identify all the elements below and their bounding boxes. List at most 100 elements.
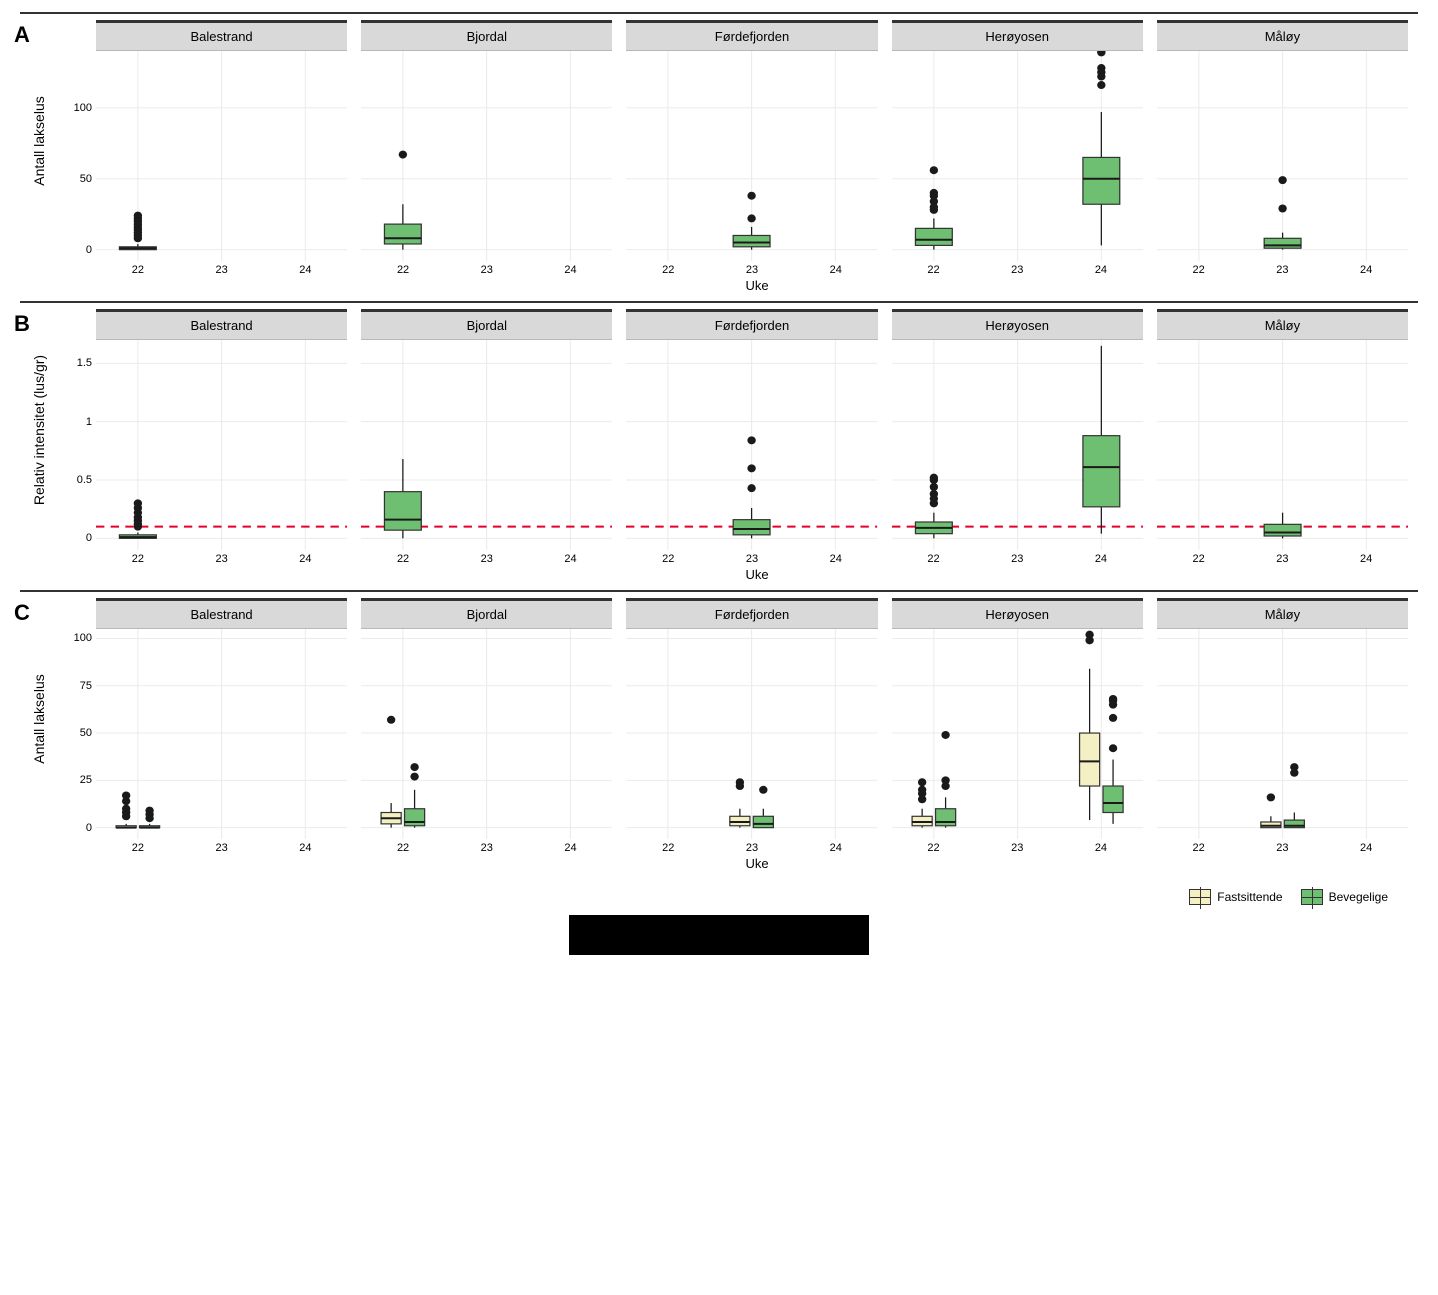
x-tick-label: 22 [397,842,409,854]
x-tick-label: 24 [299,553,311,565]
x-tick-label: 23 [481,553,493,565]
x-tick-label: 24 [564,553,576,565]
facet: Førdefjorden [626,598,877,840]
x-tick-label: 22 [927,842,939,854]
x-axis: 222324 [892,264,1143,276]
y-tick-label: 50 [80,173,92,185]
y-axis-label: Antall lakselus [31,96,47,186]
panel-B: BRelativ intensitet (lus/gr)00.511.5Bale… [20,301,1418,582]
panel-letter: C [14,600,30,626]
legend-swatch [1301,889,1323,905]
plot-area [892,340,1143,550]
x-tick-label: 23 [215,842,227,854]
x-tick-label: 22 [927,553,939,565]
panel-rule [20,301,1418,303]
facet: Måløy [1157,20,1408,262]
x-axis: 22 23 24 [1157,553,1408,565]
plot-area [1157,629,1408,839]
legend-item: Bevegelige [1301,889,1388,905]
x-axis-label: Uke [20,856,1418,871]
facet-strip: Måløy [1157,23,1408,51]
x-axis: 222324 [361,264,612,276]
facet-strip: Førdefjorden [626,601,877,629]
x-tick-label: 22 [132,264,144,276]
legend-swatch [1189,889,1211,905]
x-tick-label: 24 [1095,842,1107,854]
x-tick-label: 22 [662,264,674,276]
facet-strip: Bjordal [361,312,612,340]
facet-strip: Bjordal [361,23,612,51]
x-axis: 222324 [1157,842,1408,854]
x-tick-label: 22 [132,842,144,854]
facet-strip: Førdefjorden [626,23,877,51]
plot-area [96,340,347,550]
x-tick-label: 24 [830,553,842,565]
facet: Bjordal [361,309,612,551]
legend-item: Fastsittende [1189,889,1282,905]
plot-area [626,340,877,550]
x-axis: 222324 [96,842,347,854]
x-axis: 22 23 24 [892,553,1143,565]
facet: Måløy [1157,598,1408,840]
x-tick-label: 24 [830,264,842,276]
x-axis: 222324 [96,264,347,276]
panel-C: CAntall lakselus0255075100BalestrandBjor… [20,590,1418,871]
plot-area [361,629,612,839]
y-tick-label: 1.5 [77,357,92,369]
x-tick-label: 23 [1276,264,1288,276]
x-tick-label: 24 [564,842,576,854]
facet: Bjordal [361,598,612,840]
plot-area [96,629,347,839]
y-tick-label: 0 [86,822,92,834]
panel-letter: A [14,22,30,48]
panel-A: AAntall lakselus050100BalestrandBjordalF… [20,12,1418,293]
x-tick-label: 23 [1276,842,1288,854]
facet: Førdefjorden [626,309,877,551]
x-tick-label: 23 [746,264,758,276]
panel-rule [20,12,1418,14]
y-axis-label: Relativ intensitet (lus/gr) [31,355,47,505]
facet-strip: Førdefjorden [626,312,877,340]
facet-strip: Balestrand [96,312,347,340]
y-axis: 00.511.5 [58,309,96,551]
plot-area [626,629,877,839]
x-tick-label: 24 [1360,264,1372,276]
x-tick-label: 23 [1011,553,1023,565]
x-axis: 222324 [1157,264,1408,276]
facet: Balestrand [96,20,347,262]
x-tick-label: 22 [662,553,674,565]
y-tick-label: 100 [74,102,92,114]
facet: Herøyosen [892,20,1143,262]
x-tick-label: 24 [299,264,311,276]
x-tick-label: 22 [397,264,409,276]
x-tick-label: 23 [1276,553,1288,565]
x-axis: 222324 [96,553,347,565]
x-axis: 222324 [361,553,612,565]
x-tick-label: 23 [746,842,758,854]
facet-strip: Balestrand [96,601,347,629]
y-axis: 0255075100 [58,598,96,840]
facet-strip: Måløy [1157,601,1408,629]
x-tick-label: 22 [1193,553,1205,565]
legend-label: Fastsittende [1217,890,1282,904]
facet: Førdefjorden [626,20,877,262]
facet-strip: Bjordal [361,601,612,629]
plot-area [361,51,612,261]
x-tick-label: 24 [1095,264,1107,276]
legend: Fastsittende Bevegelige [20,879,1418,905]
x-axis: 222324 [361,842,612,854]
x-tick-label: 22 [132,553,144,565]
y-axis: 050100 [58,20,96,262]
plot-area [1157,340,1408,550]
y-tick-label: 1 [86,416,92,428]
plot-area [361,340,612,550]
x-tick-label: 24 [1360,553,1372,565]
facet: Bjordal [361,20,612,262]
x-tick-label: 24 [1095,553,1107,565]
x-tick-label: 22 [662,842,674,854]
plot-area [892,629,1143,839]
x-tick-label: 23 [1011,842,1023,854]
x-axis: 222324 [626,842,877,854]
x-tick-label: 23 [481,264,493,276]
y-tick-label: 0.5 [77,474,92,486]
